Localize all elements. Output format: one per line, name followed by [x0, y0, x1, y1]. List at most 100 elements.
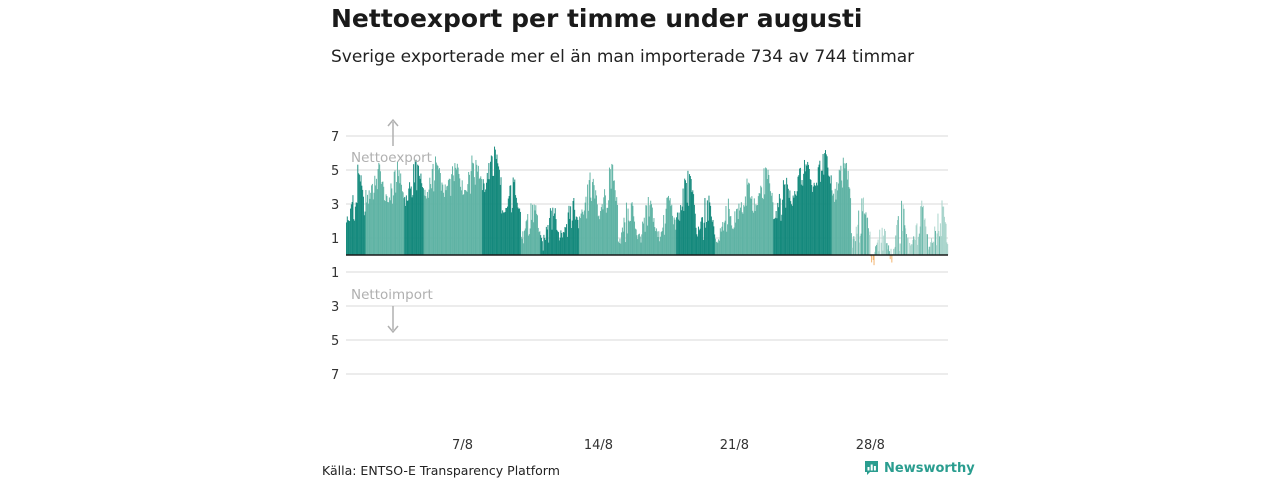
hour-bar [741, 212, 743, 255]
hour-bar [720, 231, 722, 255]
hour-bar [393, 171, 395, 255]
hour-bar [605, 212, 607, 255]
hour-bar [521, 238, 523, 255]
hour-bar [794, 191, 796, 255]
hour-bar [682, 188, 684, 255]
hour-bar [663, 234, 665, 255]
hour-bar [726, 231, 728, 255]
hour-bar [356, 202, 358, 255]
hour-bar [825, 154, 827, 255]
hour-bar [372, 199, 374, 255]
hour-bar [738, 203, 740, 255]
hour-bar [843, 163, 845, 255]
hour-bar [525, 221, 527, 255]
hour-bar [818, 164, 820, 255]
export-label: Nettoexport [351, 150, 432, 166]
hour-bar [395, 192, 397, 255]
newsworthy-logo[interactable]: Newsworthy [864, 460, 975, 476]
hour-bar [604, 195, 606, 255]
hour-bar [357, 164, 359, 255]
hour-bar [483, 183, 485, 255]
hour-bar [929, 246, 931, 255]
hour-bar [665, 208, 667, 255]
hour-bar [511, 212, 513, 255]
chart-title: Nettoexport per timme under augusti [331, 4, 863, 33]
hour-bar [562, 237, 563, 255]
hour-bar [470, 171, 472, 255]
hour-bar [681, 206, 683, 255]
hour-bar [850, 198, 852, 255]
hour-bar [723, 222, 725, 255]
hour-bar [877, 239, 879, 255]
export-arrowhead-icon [387, 118, 399, 127]
hour-bar [675, 229, 677, 255]
hour-bar [803, 173, 805, 255]
hour-bar [685, 182, 687, 255]
hour-bar [742, 213, 744, 255]
hour-bar [946, 242, 948, 255]
hour-bar [842, 187, 843, 255]
hour-bar [464, 189, 466, 255]
hour-bar [844, 168, 846, 255]
hour-bar [618, 242, 620, 255]
hour-bar [891, 255, 893, 263]
hour-bar [830, 175, 832, 255]
hour-bar [484, 192, 486, 255]
hour-bar [587, 184, 589, 255]
hour-bar [460, 190, 462, 255]
hour-bar [941, 200, 943, 255]
hour-bar [803, 159, 805, 255]
hour-bar [491, 156, 493, 255]
hour-bar [508, 196, 510, 255]
hour-bar [426, 198, 428, 255]
hour-bar [698, 230, 700, 255]
hour-bar [748, 182, 750, 255]
hour-bar [564, 227, 566, 255]
hour-bar [812, 186, 814, 255]
hour-bar [494, 149, 496, 255]
hour-bar [422, 188, 424, 255]
hour-bar [736, 208, 738, 255]
hour-bar [431, 168, 433, 255]
hour-bar [418, 175, 420, 255]
hour-bar [449, 178, 451, 255]
hour-bar [703, 222, 705, 255]
hour-bar [914, 239, 916, 255]
hour-bar [895, 235, 897, 255]
x-tick-label: 7/8 [452, 438, 473, 453]
hour-bar [855, 226, 857, 255]
import-arrowhead-icon [387, 325, 399, 334]
hour-bar [806, 165, 808, 255]
hour-bar [570, 228, 572, 255]
hour-bar [939, 236, 941, 255]
hour-bar [853, 236, 855, 255]
hour-bar [440, 190, 442, 255]
y-tick-label: 7 [331, 130, 339, 145]
hour-bar [463, 194, 465, 255]
hour-bar [628, 220, 630, 255]
hour-bar [899, 243, 901, 255]
hour-bar [810, 179, 812, 255]
hour-bar [485, 182, 487, 255]
hour-bar [511, 207, 513, 255]
hour-bar [456, 169, 458, 255]
hour-bar [412, 195, 414, 255]
hour-bar [799, 167, 801, 255]
hour-bar [669, 198, 671, 255]
hour-bar [701, 217, 703, 255]
hour-bar [750, 198, 752, 255]
hour-bar [727, 198, 729, 255]
hour-bar [640, 242, 642, 255]
hour-bar [445, 190, 447, 255]
hour-bar [387, 202, 389, 255]
hour-bar [409, 182, 411, 255]
hour-bar [455, 167, 457, 255]
hour-bar [717, 243, 719, 255]
hour-bar [804, 171, 806, 255]
hour-bar [424, 189, 426, 255]
hour-bar [562, 231, 564, 255]
hour-bar [714, 234, 716, 255]
hour-bar [646, 205, 648, 255]
hour-bar [477, 171, 479, 255]
